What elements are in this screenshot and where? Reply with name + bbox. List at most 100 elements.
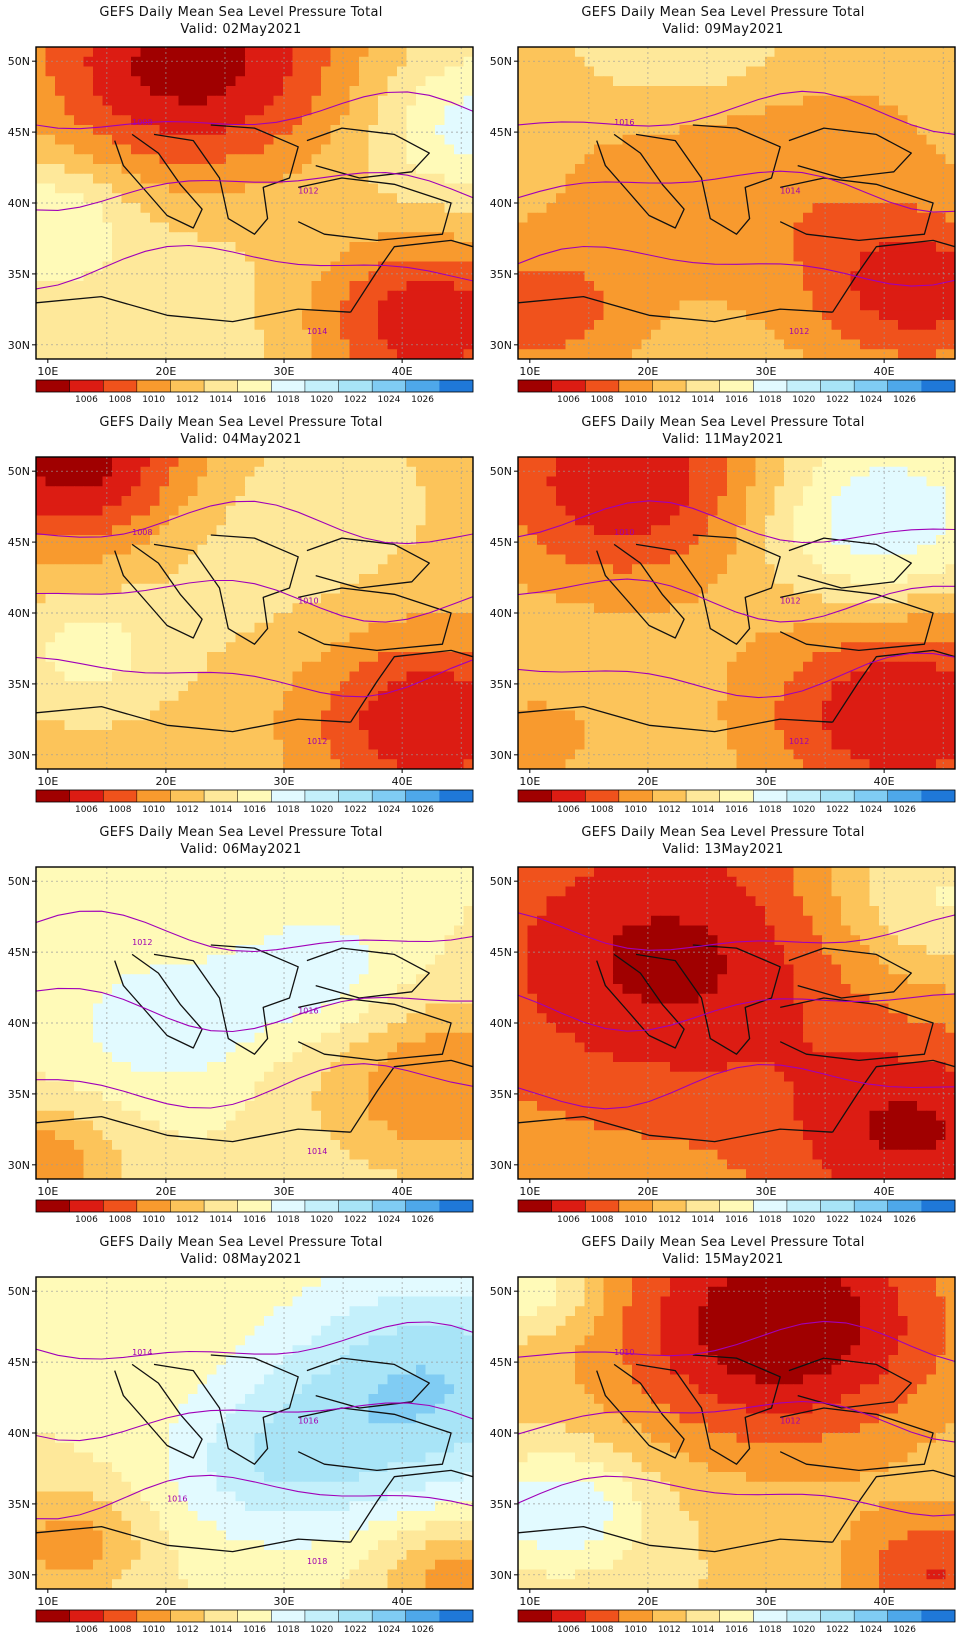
- pressure-cell: [254, 544, 265, 556]
- pressure-cell: [444, 281, 455, 292]
- pressure-cell: [378, 739, 389, 751]
- pressure-cell: [264, 466, 275, 478]
- pressure-cell: [917, 505, 928, 517]
- pressure-cell: [888, 329, 899, 341]
- pressure-cell: [64, 76, 75, 87]
- pressure-cell: [45, 251, 56, 263]
- pressure-cell: [330, 749, 341, 760]
- pressure-cell: [803, 203, 814, 214]
- pressure-cell: [169, 329, 180, 341]
- pressure-cell: [321, 173, 332, 185]
- pressure-cell: [425, 232, 436, 243]
- pressure-cell: [831, 115, 842, 126]
- pressure-cell: [435, 525, 446, 536]
- pressure-cell: [435, 476, 446, 487]
- pressure-cell: [178, 544, 189, 556]
- pressure-cell: [150, 56, 161, 68]
- pressure-cell: [841, 212, 852, 224]
- pressure-cell: [150, 183, 161, 194]
- pressure-cell: [378, 183, 389, 194]
- pressure-cell: [736, 47, 747, 58]
- pressure-cell: [378, 622, 389, 634]
- pressure-cell: [64, 105, 75, 116]
- pressure-cell: [860, 56, 871, 68]
- lat-tick-label: 40N: [490, 197, 512, 210]
- lon-tick-label: 20E: [155, 365, 176, 378]
- pressure-cell: [226, 515, 237, 526]
- pressure-cell: [207, 661, 218, 673]
- pressure-cell: [406, 720, 417, 731]
- pressure-cell: [416, 564, 427, 575]
- pressure-cell: [679, 505, 690, 517]
- pressure-cell: [368, 339, 379, 350]
- pressure-cell: [245, 125, 256, 136]
- pressure-cell: [140, 125, 151, 136]
- pressure-cell: [45, 671, 56, 682]
- pressure-cell: [746, 164, 757, 175]
- pressure-cell: [178, 476, 189, 487]
- pressure-cell: [936, 222, 947, 233]
- pressure-cell: [112, 222, 123, 233]
- pressure-cell: [330, 505, 341, 517]
- pressure-cell: [83, 76, 94, 87]
- pressure-cell: [689, 154, 700, 165]
- pressure-cell: [917, 144, 928, 155]
- pressure-cell: [397, 515, 408, 526]
- pressure-cell: [197, 632, 208, 643]
- pressure-cell: [537, 251, 548, 263]
- pressure-cell: [454, 105, 465, 116]
- pressure-cell: [679, 496, 690, 507]
- pressure-cell: [774, 173, 785, 185]
- pressure-cell: [359, 613, 370, 624]
- pressure-cell: [651, 125, 662, 136]
- pressure-cell: [444, 105, 455, 116]
- pressure-cell: [368, 652, 379, 663]
- pressure-cell: [463, 183, 473, 194]
- pressure-cell: [641, 320, 652, 331]
- pressure-cell: [55, 300, 66, 311]
- pressure-cell: [359, 759, 370, 769]
- pressure-cell: [603, 47, 614, 58]
- pressure-cell: [197, 730, 208, 741]
- pressure-cell: [936, 115, 947, 126]
- pressure-cell: [945, 154, 955, 165]
- pressure-cell: [150, 554, 161, 565]
- pressure-cell: [803, 144, 814, 155]
- pressure-cell: [140, 564, 151, 575]
- pressure-cell: [55, 671, 66, 682]
- pressure-cell: [359, 476, 370, 487]
- pressure-cell: [444, 505, 455, 517]
- pressure-cell: [207, 496, 218, 507]
- pressure-cell: [245, 154, 256, 165]
- pressure-cell: [898, 115, 909, 126]
- pressure-cell: [188, 710, 199, 721]
- pressure-cell: [150, 691, 161, 702]
- pressure-cell: [45, 86, 56, 97]
- pressure-cell: [245, 642, 256, 653]
- pressure-cell: [340, 134, 351, 146]
- pressure-cell: [112, 310, 123, 321]
- pressure-cell: [83, 661, 94, 673]
- pressure-cell: [216, 261, 227, 272]
- pressure-cell: [330, 144, 341, 155]
- pressure-cell: [140, 115, 151, 126]
- pressure-cell: [349, 476, 360, 487]
- pressure-cell: [812, 212, 823, 224]
- pressure-cell: [406, 193, 417, 204]
- pressure-cell: [727, 203, 738, 214]
- pressure-cell: [102, 593, 113, 604]
- pressure-cell: [207, 593, 218, 604]
- pressure-cell: [907, 466, 918, 478]
- pressure-cell: [273, 47, 284, 58]
- pressure-cell: [74, 310, 85, 321]
- pressure-cell: [926, 56, 937, 68]
- pressure-cell: [397, 681, 408, 692]
- panel-title: GEFS Daily Mean Sea Level Pressure Total: [99, 5, 383, 20]
- pressure-cell: [197, 261, 208, 272]
- pressure-cell: [112, 329, 123, 341]
- pressure-cell: [112, 86, 123, 97]
- pressure-cell: [245, 574, 256, 585]
- pressure-cell: [93, 730, 104, 741]
- pressure-cell: [378, 76, 389, 87]
- pressure-cell: [708, 515, 719, 526]
